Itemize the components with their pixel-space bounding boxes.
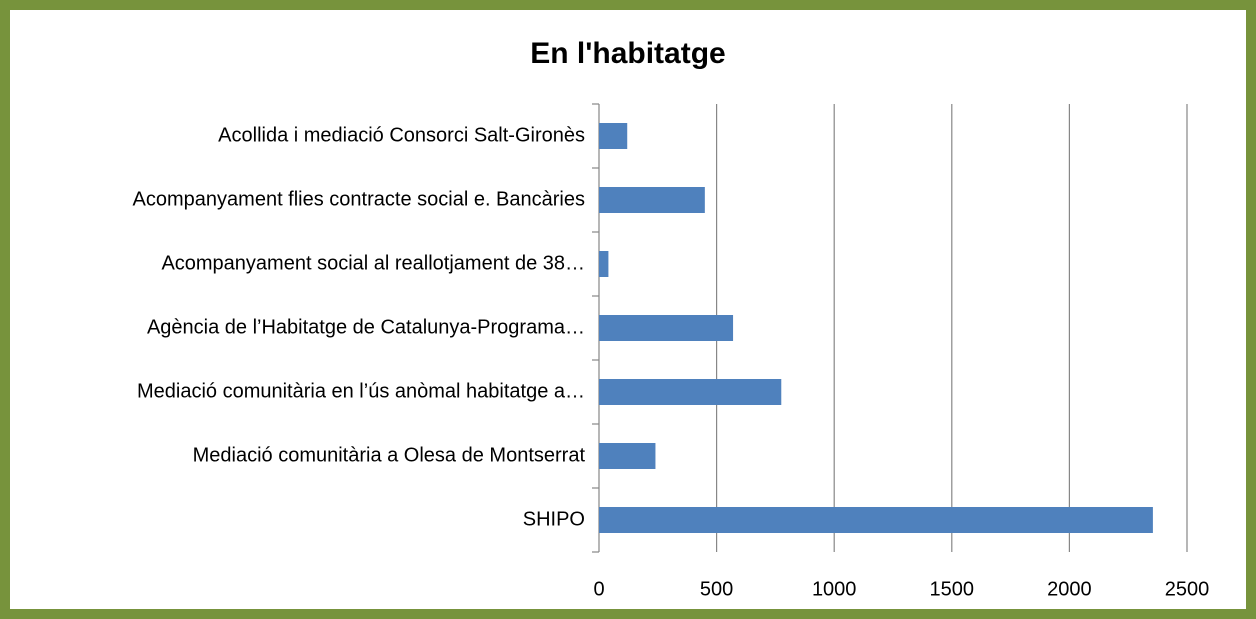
- x-tick-label: 1000: [812, 578, 857, 600]
- bar: [599, 315, 734, 341]
- x-tick-label: 2500: [1165, 578, 1210, 600]
- x-tick-label: 1500: [930, 578, 975, 600]
- bar: [599, 123, 628, 149]
- bar: [599, 379, 782, 405]
- y-tick-label: SHIPO: [523, 508, 585, 530]
- x-tick-label: 0: [593, 578, 604, 600]
- y-tick-label: Acompanyament flies contracte social e. …: [133, 188, 585, 210]
- y-tick-label: Acollida i mediació Consorci Salt-Gironè…: [218, 124, 585, 146]
- bar: [599, 187, 705, 213]
- bar: [599, 251, 609, 277]
- x-tick-label: 500: [700, 578, 733, 600]
- y-tick-label: Acompanyament social al reallotjament de…: [161, 252, 585, 274]
- bar: [599, 443, 656, 469]
- y-tick-label: Agència de l’Habitatge de Catalunya-Prog…: [147, 316, 585, 338]
- chart-title: En l'habitatge: [530, 37, 725, 70]
- y-tick-label: Mediació comunitària a Olesa de Montserr…: [193, 444, 586, 466]
- bar: [599, 507, 1153, 533]
- y-tick-label: Mediació comunitària en l’ús anòmal habi…: [137, 380, 585, 402]
- x-tick-label: 2000: [1047, 578, 1092, 600]
